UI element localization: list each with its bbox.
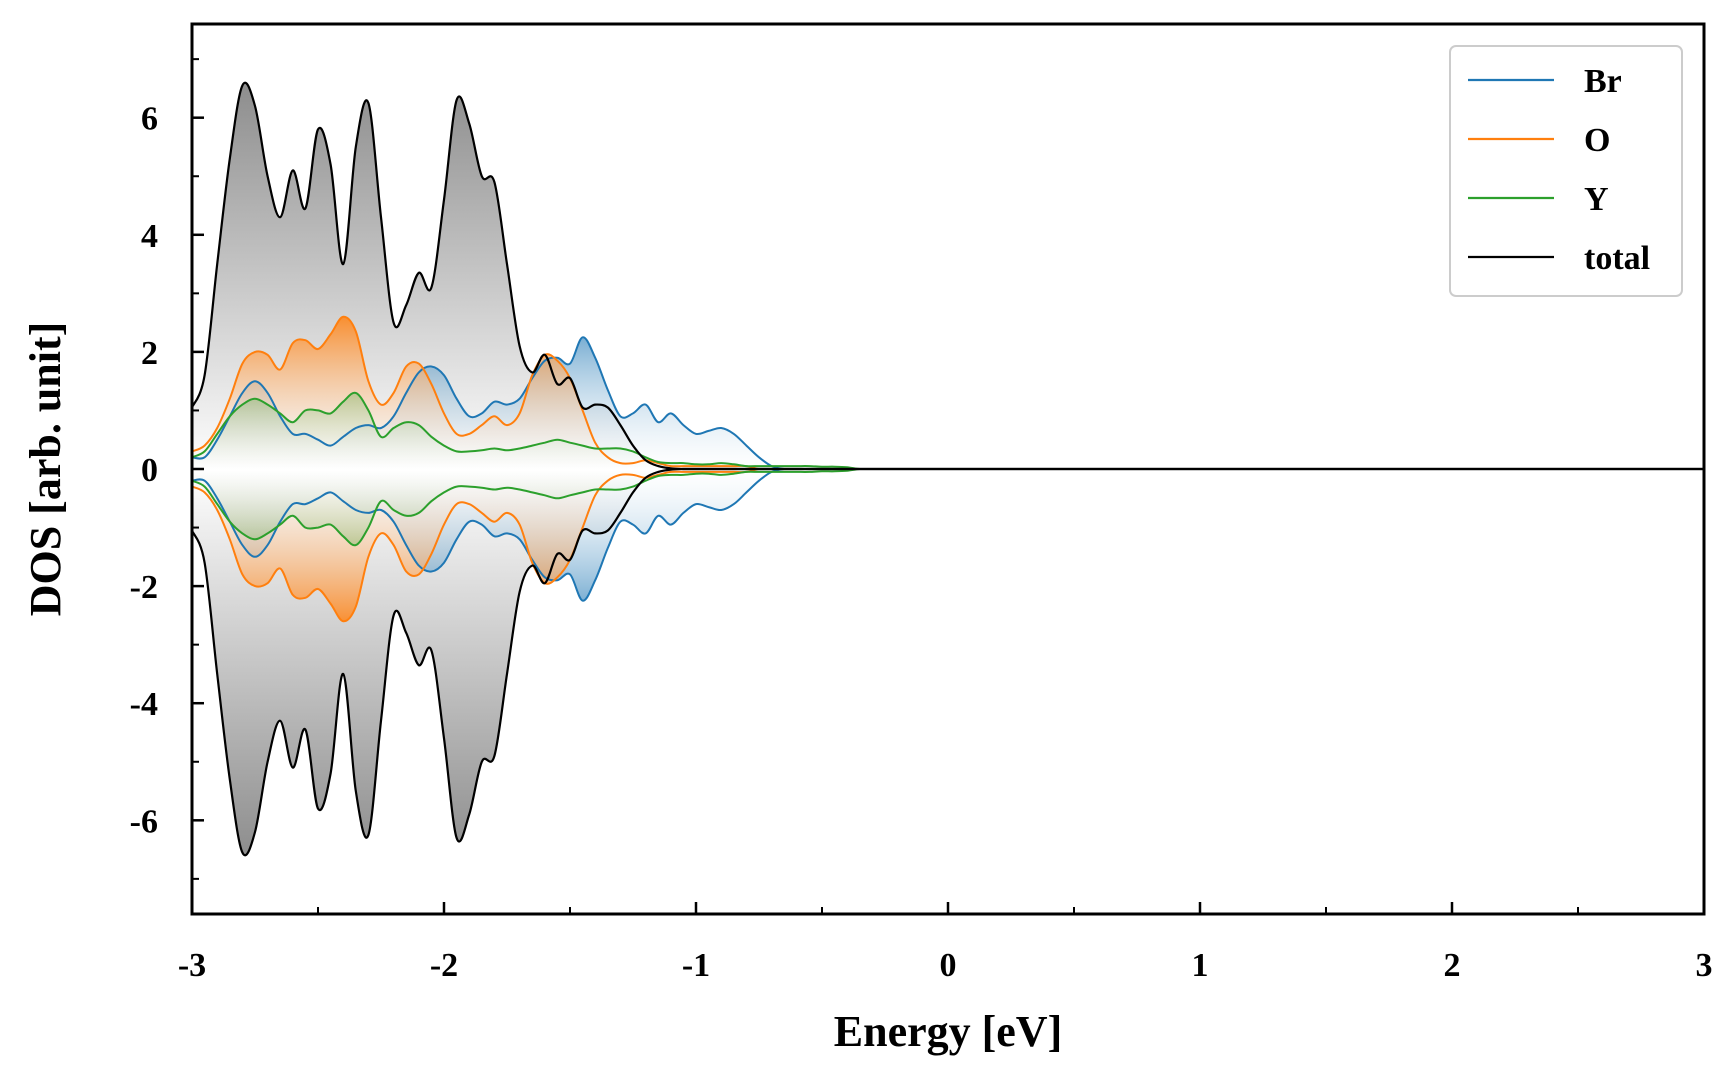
x-tick-label: -3 xyxy=(178,947,206,984)
y-tick-label: 6 xyxy=(141,101,158,138)
y-tick-label: 0 xyxy=(141,452,158,489)
fill-o-up xyxy=(192,316,1704,469)
y-tick-label: 4 xyxy=(141,218,158,255)
legend-frame xyxy=(1449,45,1683,297)
x-axis: -3 -2 -1 0 1 2 3 xyxy=(178,902,1713,984)
line-y-up xyxy=(192,391,1704,471)
x-axis-title: Energy [eV] xyxy=(834,1007,1063,1056)
x-tick-label: 3 xyxy=(1696,947,1713,984)
fill-o-down xyxy=(192,469,1704,622)
series-lines xyxy=(192,81,1704,857)
fill-y-down xyxy=(192,469,1704,546)
y-axis: -6 -4 -2 0 2 4 6 xyxy=(130,58,204,880)
x-tick-label: 0 xyxy=(940,947,957,984)
y-tick-label: -4 xyxy=(130,686,158,723)
x-tick-label: -2 xyxy=(430,947,458,984)
line-total-down xyxy=(192,467,1704,857)
legend-label-o: O xyxy=(1584,122,1610,159)
y-axis-title: DOS [arb. unit] xyxy=(21,322,70,617)
y-tick-label: -6 xyxy=(130,803,158,840)
x-tick-label: 1 xyxy=(1192,947,1209,984)
legend-label-y: Y xyxy=(1584,181,1609,218)
y-tick-label: 2 xyxy=(141,335,158,372)
fill-y-up xyxy=(192,392,1704,469)
x-tick-label: 2 xyxy=(1444,947,1461,984)
legend-label-br: Br xyxy=(1584,63,1622,100)
line-y-down xyxy=(192,467,1704,547)
legend-label-total: total xyxy=(1584,240,1650,277)
x-tick-label: -1 xyxy=(682,947,710,984)
y-tick-label: -2 xyxy=(130,569,158,606)
series-fills xyxy=(192,82,1704,856)
